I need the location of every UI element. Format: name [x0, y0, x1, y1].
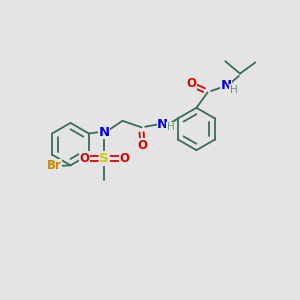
Text: S: S	[99, 152, 109, 165]
Text: O: O	[137, 139, 147, 152]
Text: H: H	[230, 85, 237, 94]
Text: O: O	[119, 152, 129, 165]
Text: H: H	[167, 122, 174, 132]
Text: O: O	[186, 77, 197, 90]
Text: Br: Br	[47, 159, 62, 172]
Text: N: N	[99, 125, 110, 139]
Text: O: O	[79, 152, 89, 165]
Text: N: N	[157, 118, 168, 131]
Text: N: N	[220, 80, 231, 92]
